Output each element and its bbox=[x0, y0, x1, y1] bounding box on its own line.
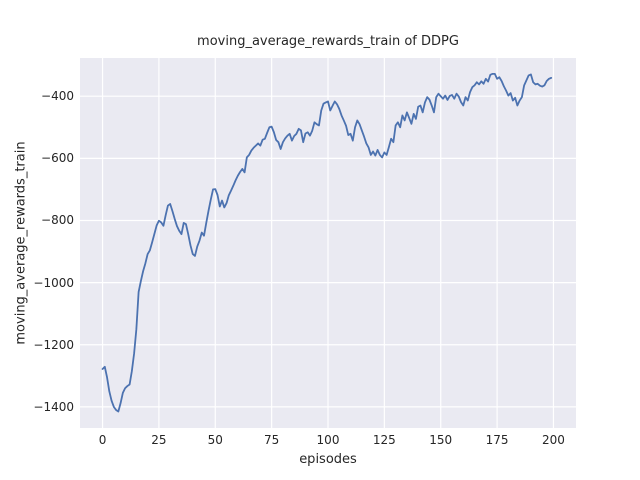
x-tick-label: 150 bbox=[429, 433, 453, 447]
y-tick-label: −1000 bbox=[33, 275, 74, 290]
y-tick-label: −400 bbox=[41, 89, 74, 104]
x-tick-label: 0 bbox=[98, 433, 107, 447]
chart-title: moving_average_rewards_train of DDPG bbox=[197, 34, 459, 49]
x-tick-label: 100 bbox=[316, 433, 340, 447]
x-axis-label: episodes bbox=[299, 452, 357, 467]
line-chart-canvas bbox=[80, 58, 576, 428]
x-tick-label: 50 bbox=[207, 433, 223, 447]
x-tick-label: 25 bbox=[151, 433, 167, 447]
reward-line-series bbox=[101, 72, 553, 413]
x-tick-label: 175 bbox=[485, 433, 509, 447]
x-tick-label: 200 bbox=[542, 433, 565, 447]
y-tick-label: −1200 bbox=[33, 337, 74, 352]
plot-area bbox=[80, 58, 576, 428]
y-tick-label: −800 bbox=[41, 213, 74, 228]
y-tick-label: −1400 bbox=[33, 399, 74, 414]
x-tick-label: 75 bbox=[263, 433, 280, 447]
y-tick-label: −600 bbox=[41, 151, 74, 166]
y-axis-label: moving_average_rewards_train bbox=[13, 141, 29, 345]
x-tick-label: 125 bbox=[372, 433, 396, 447]
gridlines bbox=[80, 58, 576, 428]
